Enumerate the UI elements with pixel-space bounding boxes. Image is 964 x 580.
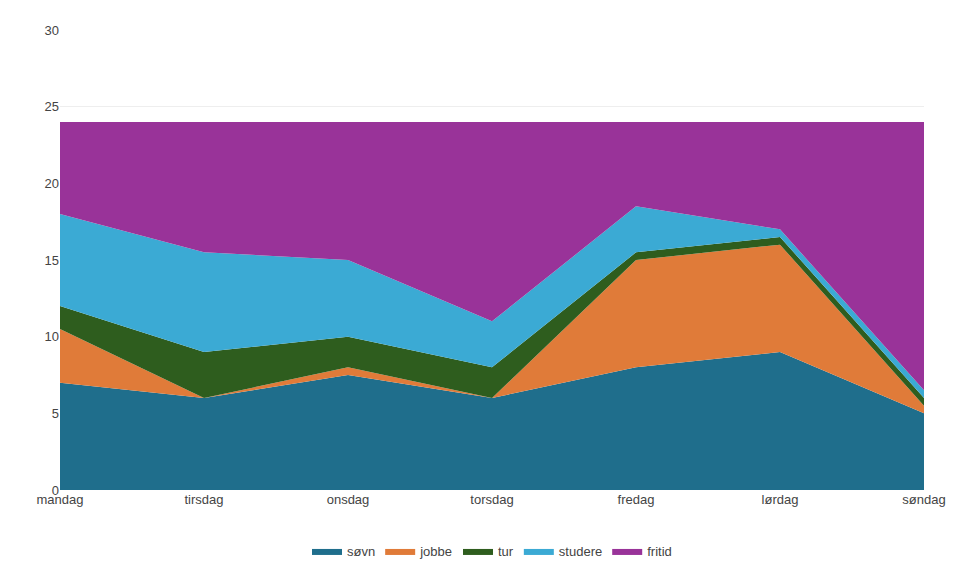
svg-text:20: 20 [45,176,59,191]
svg-text:10: 10 [45,329,59,344]
svg-text:mandag: mandag [37,492,84,507]
svg-text:5: 5 [52,406,59,421]
svg-text:30: 30 [45,23,59,38]
svg-text:jobbe: jobbe [419,544,452,559]
svg-text:søndag: søndag [902,492,945,507]
svg-text:tirsdag: tirsdag [184,492,223,507]
svg-text:fredag: fredag [618,492,655,507]
svg-text:onsdag: onsdag [327,492,370,507]
svg-text:lørdag: lørdag [762,492,799,507]
svg-text:15: 15 [45,253,59,268]
svg-text:fritid: fritid [647,544,672,559]
svg-text:torsdag: torsdag [470,492,513,507]
svg-text:tur: tur [498,544,514,559]
svg-text:0: 0 [52,483,59,498]
svg-text:25: 25 [45,99,59,114]
svg-text:studere: studere [559,544,602,559]
svg-text:søvn: søvn [347,544,375,559]
